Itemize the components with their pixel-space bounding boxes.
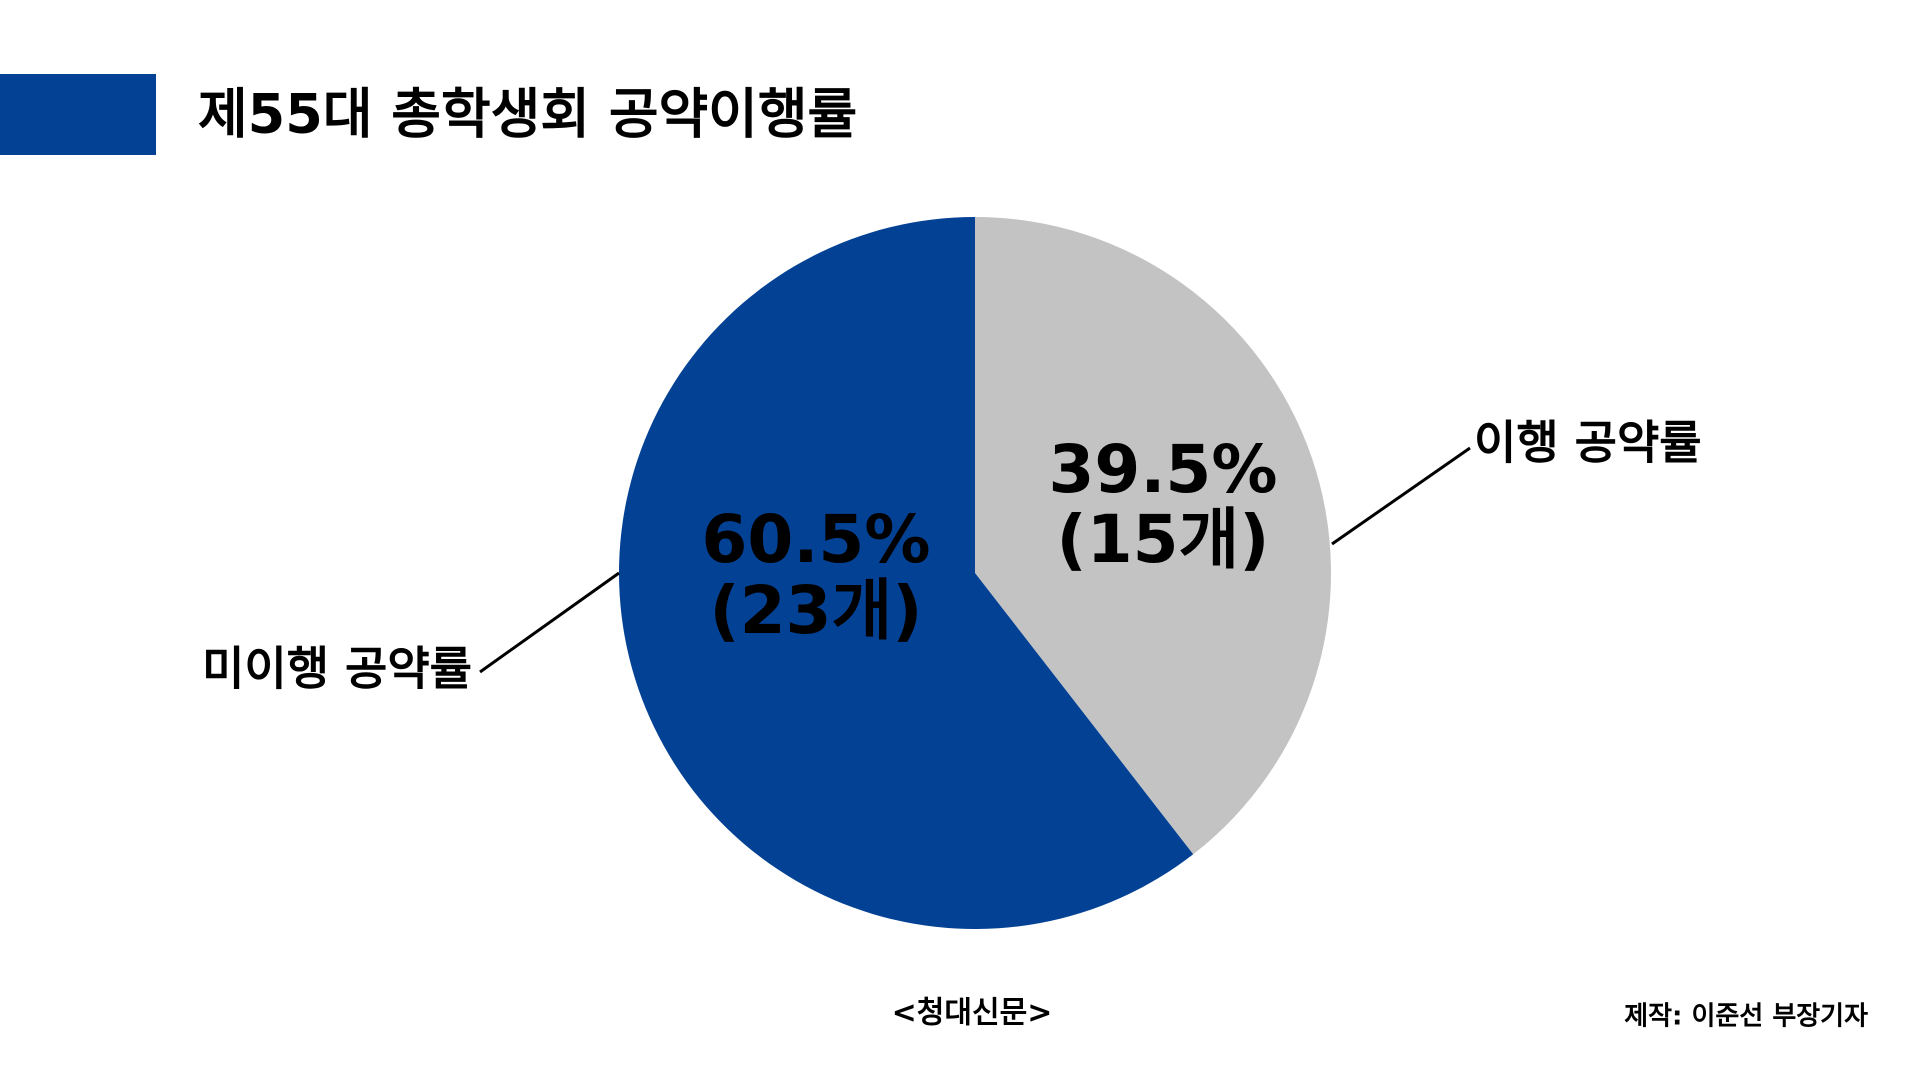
- count-label: (15개): [1057, 501, 1270, 578]
- source: <청대신문>: [892, 996, 1053, 1031]
- chart-title: 제55대 총학생회 공약이행률: [198, 83, 857, 146]
- slice-label: 미이행 공약률: [202, 642, 472, 696]
- title-bar: [0, 74, 156, 155]
- value-label: 39.5%: [1049, 431, 1278, 508]
- credit: 제작: 이준선 부장기자: [1624, 1002, 1868, 1032]
- pie-slice: [619, 217, 1194, 930]
- count-label: (23개): [710, 572, 923, 649]
- slice-label: 이행 공약률: [1474, 416, 1702, 470]
- value-label: 60.5%: [702, 501, 931, 578]
- pie-slice: [975, 217, 1331, 855]
- leader-line: [479, 571, 620, 674]
- leader-line: [1331, 446, 1471, 546]
